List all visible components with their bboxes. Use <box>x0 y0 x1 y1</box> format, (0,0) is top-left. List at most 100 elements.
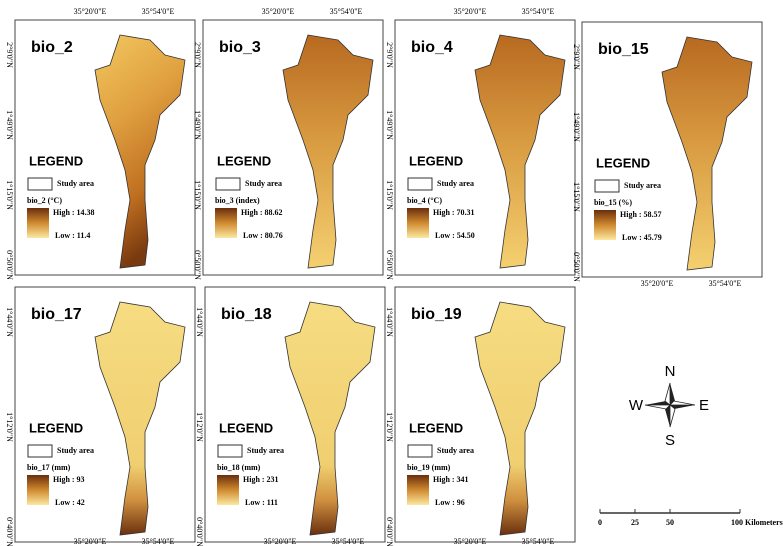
legend-ramp <box>407 475 429 505</box>
compass-w: W <box>629 397 644 414</box>
latitude-label: 1°12'0"N <box>195 412 204 442</box>
study-area-swatch <box>408 445 432 457</box>
longitude-label: 35°20'0"E <box>74 7 107 16</box>
latitude-label: 0°50'0"N <box>193 250 202 280</box>
study-area-label: Study area <box>57 179 94 188</box>
legend-low: Low : 80.76 <box>243 231 283 240</box>
latitude-label: 1°15'0"N <box>5 180 14 210</box>
latitude-label: 0°50'0"N <box>5 250 14 280</box>
legend-ramp <box>27 208 49 238</box>
legend-title: LEGEND <box>217 153 271 168</box>
study-area-label: Study area <box>245 179 282 188</box>
legend-high: High : 231 <box>243 475 279 484</box>
map-panel: bio_15 LEGEND Study area bio_15 (%) High : 5… <box>572 22 762 288</box>
longitude-label: 35°20'0"E <box>454 537 487 546</box>
latitude-label: 1°44'0"N <box>385 307 394 337</box>
study-area-swatch <box>28 445 52 457</box>
panel-title: bio_2 <box>31 39 73 56</box>
panel-title: bio_15 <box>598 41 649 58</box>
latitude-label: 1°44'0"N <box>195 307 204 337</box>
legend-ramp <box>215 208 237 238</box>
legend-high: High : 341 <box>433 475 469 484</box>
legend-high: High : 88.62 <box>241 208 283 217</box>
legend-low: Low : 54.50 <box>435 231 475 240</box>
legend-low: Low : 111 <box>245 498 278 507</box>
map-panel: bio_2 LEGEND Study area bio_2 (°C) High : 14… <box>5 7 195 280</box>
legend-high: High : 93 <box>53 475 85 484</box>
figure: N S E W 0 25 50 100 Kilometers bio_2 LEGE… <box>0 0 783 546</box>
legend-variable: bio_18 (mm) <box>217 463 261 472</box>
study-area-label: Study area <box>624 181 661 190</box>
legend-ramp <box>407 208 429 238</box>
legend-ramp <box>217 475 239 505</box>
longitude-label: 35°54'0"E <box>709 279 742 288</box>
longitude-label: 35°54'0"E <box>332 537 365 546</box>
study-area-swatch <box>218 445 242 457</box>
scale-bar: 0 25 50 100 Kilometers <box>598 509 783 527</box>
longitude-label: 35°54'0"E <box>142 7 175 16</box>
legend-variable: bio_15 (%) <box>594 198 632 207</box>
panel-title: bio_18 <box>221 306 272 323</box>
compass-n: N <box>665 363 676 380</box>
panel-title: bio_19 <box>411 306 462 323</box>
legend-high: High : 58.57 <box>620 210 662 219</box>
latitude-label: 1°12'0"N <box>385 412 394 442</box>
legend-low: Low : 45.79 <box>622 233 662 242</box>
legend-high: High : 14.38 <box>53 208 95 217</box>
compass: N S E W <box>629 363 709 449</box>
study-area-swatch <box>28 178 52 190</box>
study-area-swatch <box>408 178 432 190</box>
longitude-label: 35°20'0"E <box>454 7 487 16</box>
compass-e: E <box>699 397 709 414</box>
legend-low: Low : 42 <box>55 498 85 507</box>
panel-title: bio_17 <box>31 306 82 323</box>
legend-variable: bio_19 (mm) <box>407 463 451 472</box>
compass-s: S <box>665 432 675 449</box>
legend-ramp <box>27 475 49 505</box>
latitude-label: 0°40'0"N <box>195 517 204 546</box>
legend-title: LEGEND <box>596 155 650 170</box>
legend-title: LEGEND <box>409 153 463 168</box>
scale-label: 100 Kilometers <box>731 518 783 527</box>
legend-high: High : 70.31 <box>433 208 475 217</box>
legend-low: Low : 11.4 <box>55 231 90 240</box>
longitude-label: 35°20'0"E <box>74 537 107 546</box>
longitude-label: 35°54'0"E <box>522 7 555 16</box>
study-area-label: Study area <box>57 446 94 455</box>
latitude-label: 0°40'0"N <box>5 517 14 546</box>
latitude-label: 2°9'0"N <box>5 42 14 68</box>
latitude-label: 0°40'0"N <box>385 517 394 546</box>
map-panel: bio_17 LEGEND Study area bio_17 (mm) High : … <box>5 287 195 546</box>
latitude-label: 2°9'0"N <box>385 42 394 68</box>
latitude-label: 1°49'0"N <box>5 110 14 140</box>
legend-title: LEGEND <box>29 420 83 435</box>
latitude-label: 1°15'0"N <box>572 182 581 212</box>
latitude-label: 1°49'0"N <box>385 110 394 140</box>
scale-label: 0 <box>598 518 602 527</box>
legend-variable: bio_2 (°C) <box>27 196 62 205</box>
latitude-label: 1°44'0"N <box>5 307 14 337</box>
legend-ramp <box>594 210 616 240</box>
legend-title: LEGEND <box>409 420 463 435</box>
latitude-label: 1°15'0"N <box>385 180 394 210</box>
study-area-label: Study area <box>247 446 284 455</box>
longitude-label: 35°54'0"E <box>522 537 555 546</box>
study-area-label: Study area <box>437 179 474 188</box>
latitude-label: 2°9'0"N <box>572 44 581 70</box>
legend-variable: bio_17 (mm) <box>27 463 71 472</box>
longitude-label: 35°54'0"E <box>142 537 175 546</box>
latitude-label: 1°15'0"N <box>193 180 202 210</box>
scale-label: 25 <box>631 518 639 527</box>
longitude-label: 35°20'0"E <box>264 537 297 546</box>
study-area-swatch <box>216 178 240 190</box>
longitude-label: 35°20'0"E <box>262 7 295 16</box>
study-area-swatch <box>595 180 619 192</box>
legend-low: Low : 96 <box>435 498 465 507</box>
latitude-label: 1°12'0"N <box>5 412 14 442</box>
legend-title: LEGEND <box>29 153 83 168</box>
latitude-label: 0°50'0"N <box>385 250 394 280</box>
